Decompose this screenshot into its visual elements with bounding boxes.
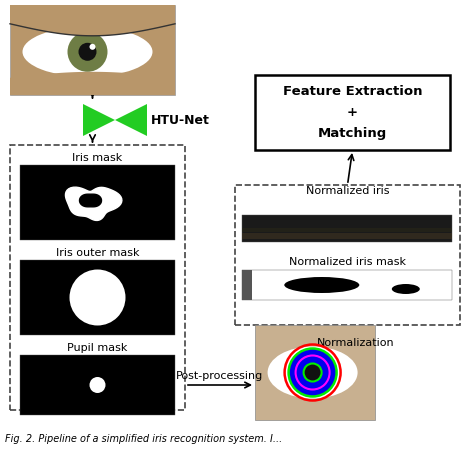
- Ellipse shape: [268, 346, 357, 399]
- FancyBboxPatch shape: [242, 233, 452, 239]
- FancyBboxPatch shape: [10, 5, 175, 95]
- Text: Feature Extraction
+
Matching: Feature Extraction + Matching: [283, 85, 422, 140]
- Polygon shape: [83, 104, 115, 136]
- Text: Iris mask: Iris mask: [73, 153, 123, 163]
- FancyBboxPatch shape: [20, 355, 175, 415]
- Ellipse shape: [22, 27, 153, 77]
- FancyBboxPatch shape: [20, 165, 175, 240]
- FancyBboxPatch shape: [242, 215, 452, 242]
- Text: Iris outer mask: Iris outer mask: [56, 248, 139, 258]
- Circle shape: [90, 377, 106, 393]
- Circle shape: [79, 43, 97, 61]
- Text: Normalized iris mask: Normalized iris mask: [289, 257, 406, 267]
- Text: Pupil mask: Pupil mask: [67, 343, 128, 353]
- Circle shape: [289, 348, 337, 396]
- Circle shape: [67, 32, 108, 72]
- Polygon shape: [80, 194, 101, 207]
- Text: Post-processing: Post-processing: [176, 371, 264, 381]
- Circle shape: [304, 364, 321, 382]
- FancyBboxPatch shape: [20, 260, 175, 335]
- Text: Fig. 2. Pipeline of a simplified iris recognition system. I...: Fig. 2. Pipeline of a simplified iris re…: [5, 434, 282, 444]
- Circle shape: [70, 270, 126, 325]
- Text: Normalized iris: Normalized iris: [306, 186, 389, 196]
- Ellipse shape: [392, 284, 420, 294]
- Text: Normalization: Normalization: [317, 338, 394, 348]
- FancyBboxPatch shape: [255, 75, 450, 150]
- Text: HTU-Net: HTU-Net: [151, 113, 210, 126]
- Polygon shape: [65, 187, 122, 220]
- Circle shape: [90, 44, 95, 50]
- FancyBboxPatch shape: [255, 325, 375, 420]
- Polygon shape: [115, 104, 147, 136]
- Ellipse shape: [284, 277, 359, 293]
- FancyBboxPatch shape: [242, 270, 252, 300]
- FancyBboxPatch shape: [242, 228, 452, 232]
- FancyBboxPatch shape: [242, 270, 452, 300]
